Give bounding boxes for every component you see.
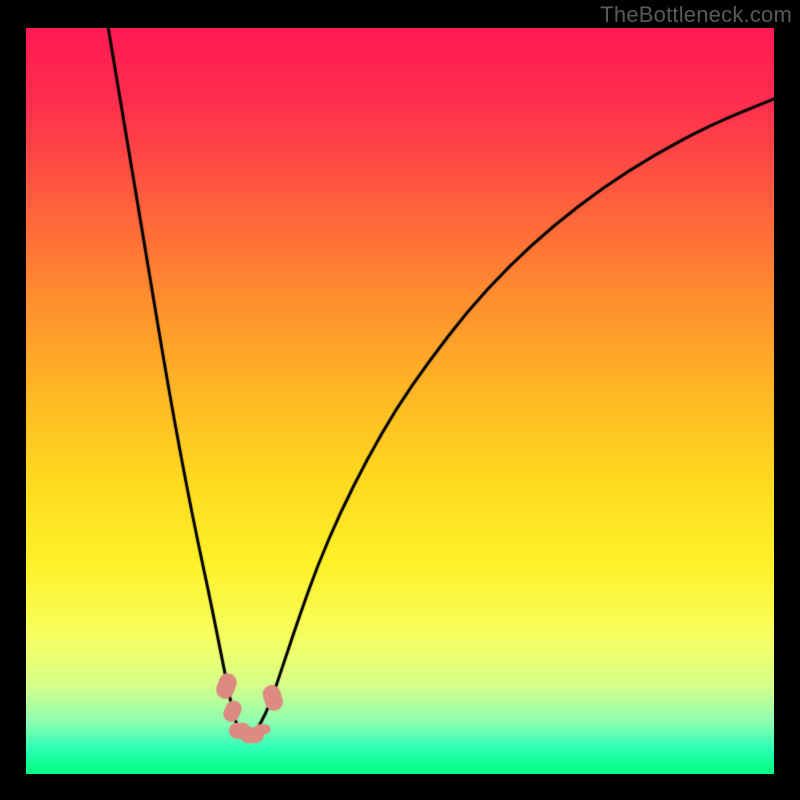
bottleneck-curve-chart (26, 28, 774, 774)
chart-root: TheBottleneck.com (0, 0, 800, 800)
watermark-text: TheBottleneck.com (600, 2, 792, 28)
plot-frame (26, 28, 774, 774)
